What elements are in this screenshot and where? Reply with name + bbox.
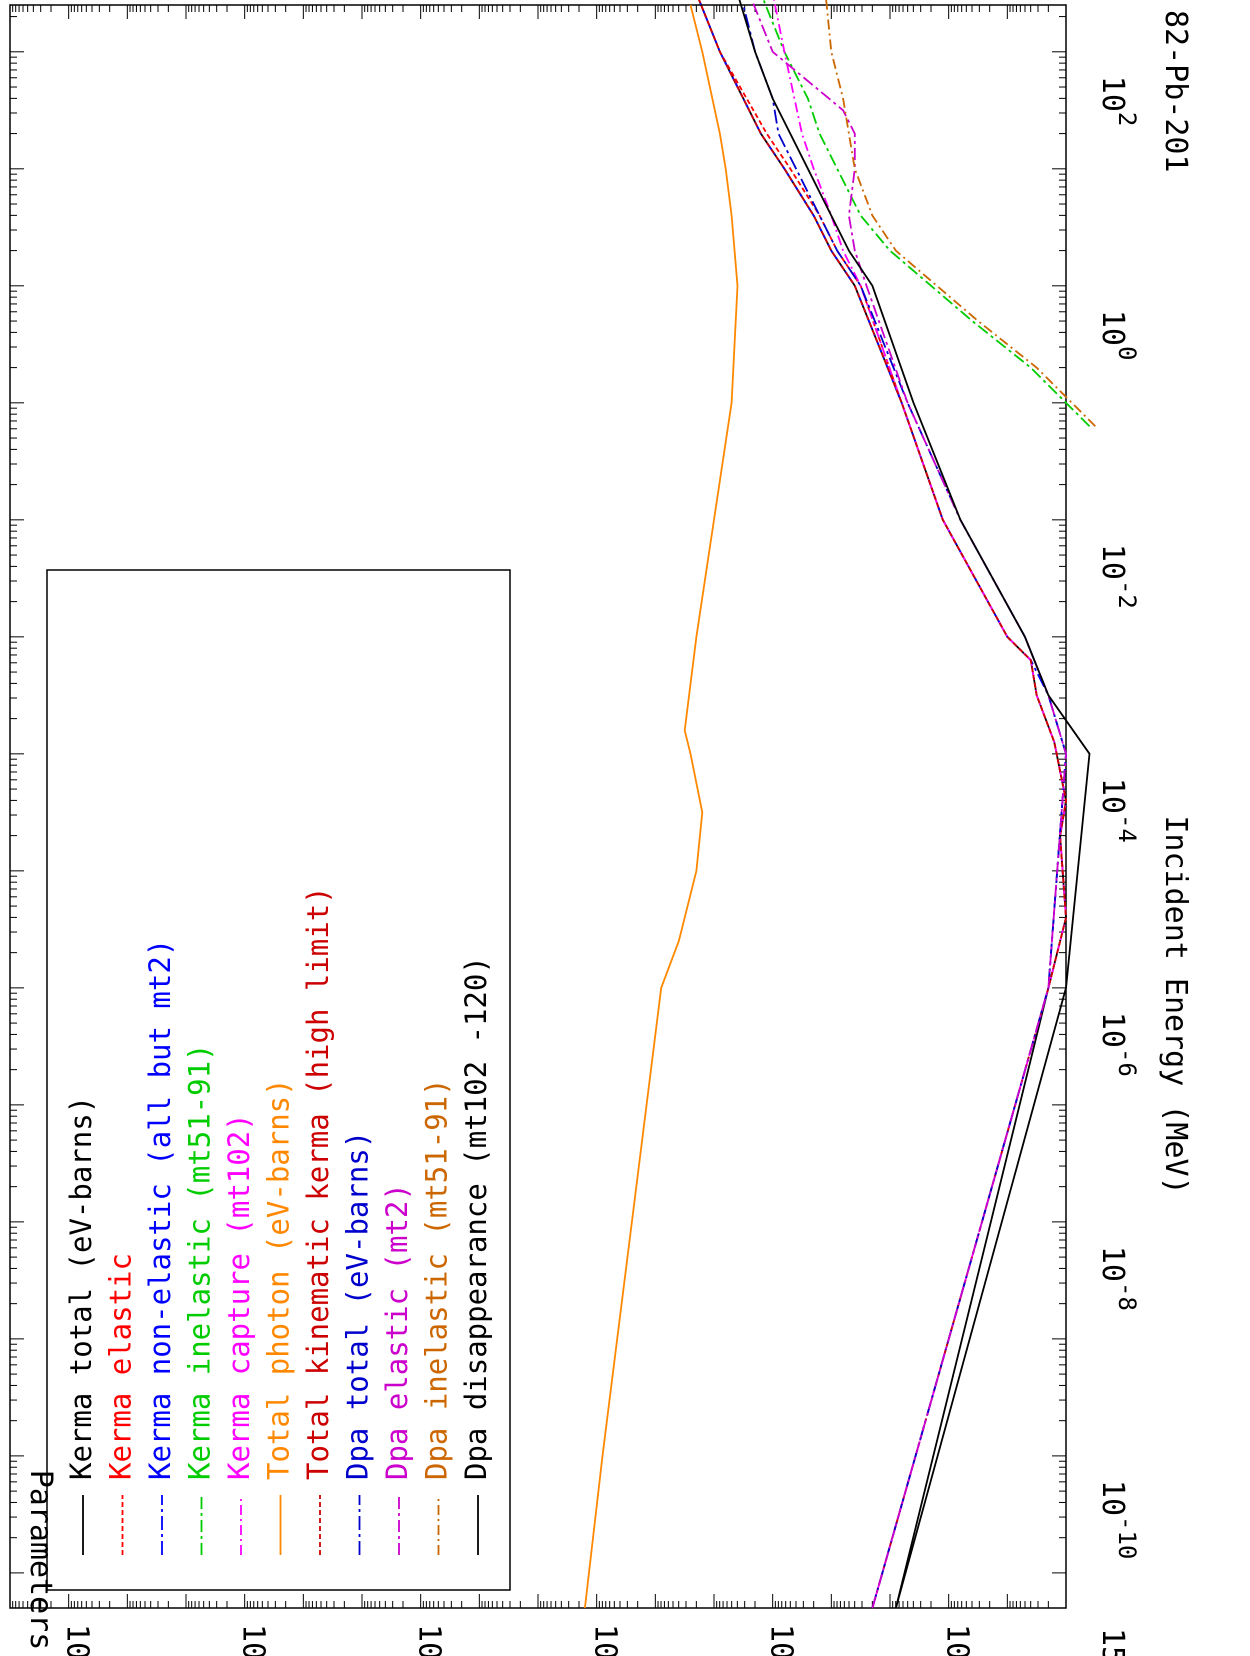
- legend-box: [46, 569, 511, 1591]
- legend-label-part: Kerma inelastic (mt51-91): [183, 1044, 217, 1481]
- parameter-tick-label: 1018: [60, 1624, 106, 1656]
- series-line-10: [825, 0, 1096, 427]
- legend-label-3: Kerma non-elastic (all but mt2): [143, 939, 177, 1480]
- energy-tick-label: 10-8: [1096, 1246, 1142, 1311]
- parameter-tick-label-part: 10: [412, 1624, 447, 1656]
- legend-label-part: Dpa elastic (mt2): [380, 1183, 414, 1480]
- series-line-4: [762, 0, 1091, 427]
- energy-tick-label-part: -4: [1113, 814, 1141, 843]
- energy-tick-label: 10-6: [1096, 1012, 1142, 1077]
- energy-tick-label-part: -10: [1113, 1516, 1141, 1559]
- series-line-11: [738, 0, 1091, 1609]
- axis-ticks: [10, 5, 1067, 1608]
- corner-label-part: 82-Pb-201: [1159, 10, 1194, 173]
- energy-tick-label-part: 10: [1096, 310, 1131, 346]
- energy-tick-label-part: -8: [1113, 1282, 1141, 1311]
- legend-label-8: Dpa total (eV-barns): [341, 1131, 375, 1480]
- legend-label-part: Dpa total: [341, 1323, 375, 1480]
- energy-edge-label: 15: [1096, 1628, 1131, 1656]
- energy-tick-label: 10-2: [1096, 544, 1142, 609]
- energy-tick-label-part: 10: [1096, 544, 1131, 580]
- legend-label-part: (eV-barns): [262, 1078, 296, 1270]
- series-lines: [584, 0, 1096, 1609]
- legend-label-11: Dpa disappearance (mt102 -120): [459, 956, 493, 1480]
- legend: Kerma total (eV-barns)Kerma elastic Kerma…: [46, 569, 511, 1591]
- legend-label-part: Dpa disappearance (mt102 -120): [459, 956, 493, 1480]
- energy-tick-label-part: 0: [1113, 346, 1141, 360]
- legend-label-part: Kerma non-elastic (all but mt2): [143, 939, 177, 1480]
- parameter-tick-label-part: 10: [588, 1624, 623, 1656]
- parameter-tick-label: 106: [764, 1624, 810, 1656]
- energy-tick-label: 100: [1096, 310, 1142, 361]
- legend-label-7: Total kinematic kerma (high limit): [301, 886, 335, 1480]
- legend-label-part: Total photon: [262, 1270, 296, 1480]
- energy-edge-label-part: 15: [1096, 1628, 1131, 1656]
- legend-label-part: (eV-barns): [341, 1131, 375, 1323]
- y-axis-title-part: Parameters: [24, 1470, 59, 1651]
- legend-label-10: Dpa inelastic (mt51-91): [420, 1078, 454, 1480]
- series-line-8: [742, 4, 1067, 1609]
- legend-label-part: Total kinematic kerma (high limit): [301, 886, 335, 1480]
- parameter-tick-label: 1012: [412, 1624, 458, 1656]
- energy-tick-label-part: 10: [1096, 1246, 1131, 1282]
- legend-label-6: Total photon (eV-barns): [262, 1078, 296, 1480]
- energy-tick-label-part: 2: [1113, 112, 1141, 126]
- energy-tick-label: 10-4: [1096, 778, 1142, 843]
- axis-labels: 10-1010-810-610-410-21001021510310610910…: [24, 10, 1194, 1656]
- legend-label-part: Dpa inelastic (mt51-91): [420, 1078, 454, 1480]
- energy-tick-label-part: -6: [1113, 1048, 1141, 1077]
- parameter-tick-label: 109: [588, 1624, 634, 1656]
- energy-tick-label-part: 10: [1096, 1012, 1131, 1048]
- legend-label-part: Kerma capture (mt102): [222, 1113, 256, 1480]
- y-axis-title: Parameters: [24, 1470, 59, 1651]
- parameter-tick-label-part: 10: [236, 1624, 271, 1656]
- legend-label-4: Kerma inelastic (mt51-91): [183, 1044, 217, 1481]
- energy-tick-label-part: 10: [1096, 778, 1131, 814]
- legend-label-5: Kerma capture (mt102): [222, 1113, 256, 1480]
- parameter-tick-label-part: 10: [60, 1624, 95, 1656]
- legend-label-9: Dpa elastic (mt2): [380, 1183, 414, 1480]
- corner-label: 82-Pb-201: [1159, 10, 1194, 173]
- series-line-6: [584, 4, 739, 1609]
- legend-label-part: (eV-barns): [64, 1096, 98, 1288]
- parameter-tick-label-part: 10: [764, 1624, 799, 1656]
- parameter-tick-label-part: 10: [940, 1624, 975, 1656]
- x-axis-title-part: Incident Energy (MeV): [1159, 815, 1194, 1194]
- x-axis-title: Incident Energy (MeV): [1159, 815, 1194, 1194]
- energy-tick-label: 102: [1096, 76, 1142, 127]
- legend-label-part: Kerma total: [64, 1288, 98, 1480]
- series-line-9: [750, 0, 1067, 1609]
- legend-label-2: Kerma elastic: [104, 1253, 138, 1480]
- legend-label-part: Kerma elastic: [104, 1253, 138, 1480]
- energy-tick-label-part: 10: [1096, 76, 1131, 112]
- legend-label-1: Kerma total (eV-barns): [64, 1096, 98, 1480]
- energy-tick-label-part: -2: [1113, 580, 1141, 609]
- parameter-tick-label: 1015: [236, 1624, 282, 1656]
- parameter-tick-label: 103: [940, 1624, 986, 1656]
- energy-tick-label-part: 10: [1096, 1480, 1131, 1516]
- series-line-7: [698, 0, 1067, 1609]
- energy-tick-label: 10-10: [1096, 1480, 1142, 1559]
